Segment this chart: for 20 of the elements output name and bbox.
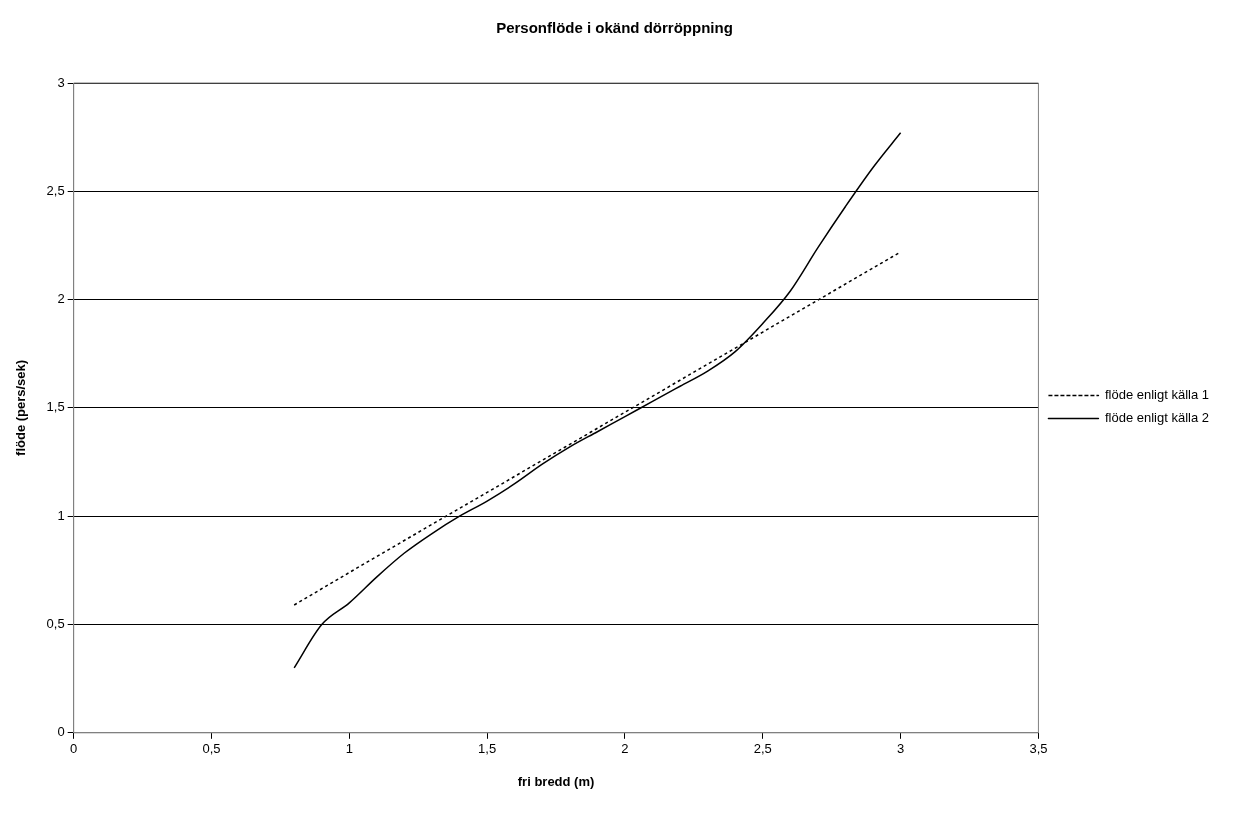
y-tick-label: 2,5 — [46, 182, 65, 198]
y-tick-label: 0 — [57, 724, 65, 740]
chart-title: Personflöde i okänd dörröppning — [496, 19, 733, 37]
x-tick-label: 0,5 — [202, 741, 221, 757]
x-tick-label: 0 — [70, 741, 78, 757]
y-tick-label: 1 — [57, 507, 65, 523]
x-tick-label: 2 — [621, 741, 629, 757]
y-tick-label: 1,5 — [46, 399, 65, 415]
y-tick-label: 2 — [57, 291, 65, 307]
x-tick-label: 2,5 — [753, 741, 772, 757]
x-tick-label: 1 — [345, 741, 353, 757]
y-tick-label: 3 — [57, 74, 65, 90]
x-tick-label: 3 — [896, 741, 905, 757]
y-axis-title: flöde (pers/sek) — [13, 359, 29, 456]
legend-label: flöde enligt källa 1 — [1104, 387, 1210, 403]
x-axis-title: fri bredd (m) — [517, 773, 595, 789]
legend-label: flöde enligt källa 2 — [1104, 410, 1210, 426]
y-tick-label: 0,5 — [46, 616, 65, 632]
x-tick-label: 3,5 — [1029, 741, 1048, 757]
x-tick-label: 1,5 — [478, 741, 497, 757]
